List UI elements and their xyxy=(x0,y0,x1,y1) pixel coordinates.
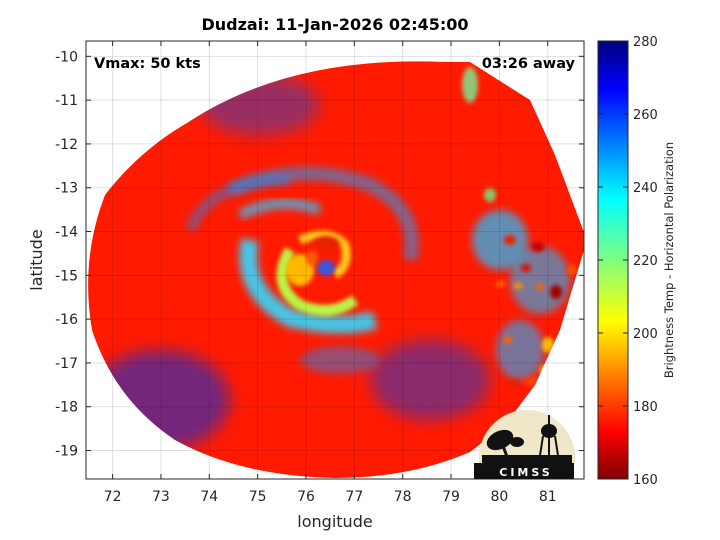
x-tick-label: 78 xyxy=(394,489,412,505)
y-tick-label: -11 xyxy=(55,93,78,109)
small-dish-icon xyxy=(510,437,524,447)
x-tick-label: 72 xyxy=(104,489,122,505)
y-tick-label: -19 xyxy=(55,444,78,460)
x-tick-label: 75 xyxy=(249,489,267,505)
convection-cell xyxy=(525,376,539,386)
colorbar-tick-label: 240 xyxy=(633,181,658,196)
y-tick-label: -18 xyxy=(55,400,78,416)
colorbar-tick-label: 160 xyxy=(633,473,658,488)
eastern-convection xyxy=(462,67,577,388)
colorbar-tick-label: 280 xyxy=(633,35,658,50)
axes-frame xyxy=(85,40,585,480)
x-tick-label: 74 xyxy=(200,489,218,505)
eyewall-band xyxy=(276,247,359,316)
convection-cell xyxy=(542,337,554,353)
convection-cell xyxy=(567,265,577,275)
y-tick-label: -10 xyxy=(55,49,78,65)
colorbar-tick-label: 220 xyxy=(633,254,658,269)
y-axis-ticks: -10 -11 -12 -13 -14 -15 -16 -17 -18 -19 xyxy=(55,49,584,460)
convection-cell xyxy=(535,284,545,290)
convection-cell xyxy=(521,264,531,272)
y-tick-label: -16 xyxy=(55,312,78,328)
x-tick-label: 76 xyxy=(297,489,315,505)
logo-text: CIMSS xyxy=(499,466,552,479)
colorbar-tick-label: 260 xyxy=(633,108,658,123)
x-tick-label: 80 xyxy=(490,489,508,505)
convection-cluster xyxy=(510,246,570,314)
x-axis-ticks: 72 73 74 75 76 77 78 79 80 81 xyxy=(104,41,557,505)
convection-cell xyxy=(508,380,520,388)
convection-cell xyxy=(513,283,523,289)
swath-dark-patch xyxy=(370,340,490,420)
inner-rainband xyxy=(239,238,378,334)
x-tick-label: 73 xyxy=(152,489,170,505)
x-tick-label: 79 xyxy=(442,489,460,505)
convection-cell xyxy=(531,242,545,252)
colorbar-tick-label: 180 xyxy=(633,400,658,415)
convection-cell xyxy=(484,188,496,202)
convection-cell xyxy=(495,281,505,287)
convection-cell xyxy=(306,250,318,266)
convection-cell xyxy=(504,235,516,245)
storm-eye xyxy=(317,260,335,276)
y-tick-label: -12 xyxy=(55,137,78,153)
building-roof xyxy=(482,455,572,463)
x-tick-label: 81 xyxy=(539,489,557,505)
colorbar-ticks: 160 180 200 220 240 260 280 xyxy=(598,35,658,488)
chart-title: Dudzai: 11-Jan-2026 02:45:00 xyxy=(201,15,468,34)
inner-rainband xyxy=(237,198,322,220)
convection-cluster xyxy=(472,210,528,270)
y-tick-label: -13 xyxy=(55,181,78,197)
coldest-convection xyxy=(312,236,340,252)
y-tick-label: -17 xyxy=(55,356,78,372)
x-tick-label: 77 xyxy=(345,489,363,505)
y-axis-label: latitude xyxy=(27,229,46,290)
y-tick-label: -14 xyxy=(55,225,78,241)
swath-band xyxy=(300,346,380,374)
convection-cell xyxy=(550,285,562,299)
convection-cluster xyxy=(496,320,544,380)
x-axis-label: longitude xyxy=(297,512,372,531)
time-away-label: 03:26 away xyxy=(482,56,576,72)
water-tower-icon xyxy=(541,424,557,438)
vmax-label: Vmax: 50 kts xyxy=(94,56,201,72)
logo-banner xyxy=(474,463,574,479)
outer-spiral-band xyxy=(185,175,291,233)
colorbar-tick-label: 200 xyxy=(633,327,658,342)
y-tick-label: -15 xyxy=(55,268,78,284)
warm-core-ring xyxy=(298,230,351,279)
convection-cell xyxy=(462,67,478,103)
cimss-logo: CIMSS xyxy=(474,410,575,479)
convection-cell xyxy=(504,336,512,344)
colorbar-label: Brightness Temp - Horizontal Polarizatio… xyxy=(662,142,676,378)
satellite-dish-icon xyxy=(486,429,514,451)
grid xyxy=(86,41,584,479)
